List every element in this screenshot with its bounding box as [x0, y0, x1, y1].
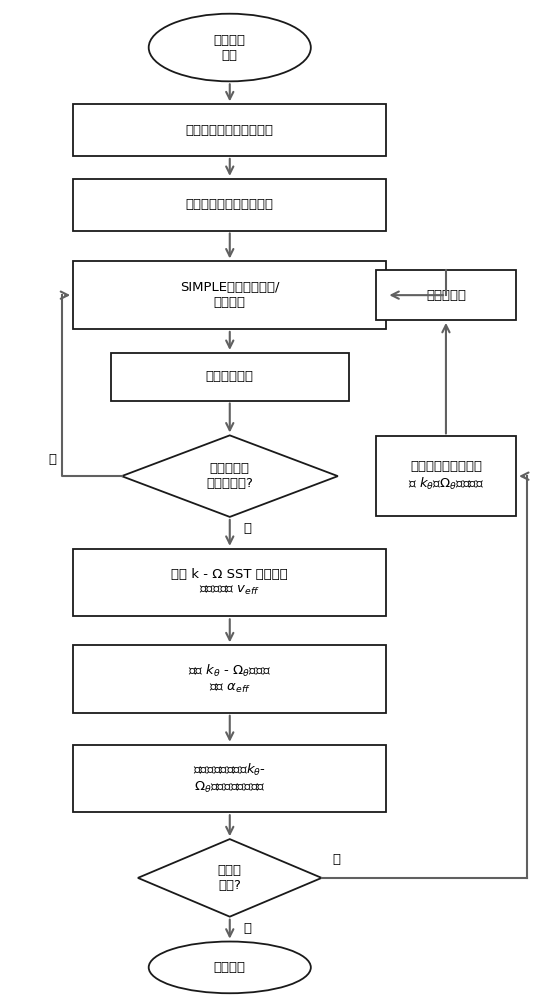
Text: 压力速度耦
合迭代收敛?: 压力速度耦 合迭代收敛? [206, 462, 253, 490]
FancyBboxPatch shape [73, 104, 387, 156]
Text: 对各物理场施加边界条件: 对各物理场施加边界条件 [186, 124, 274, 137]
Polygon shape [122, 435, 338, 517]
Text: 否: 否 [49, 453, 57, 466]
Text: 是: 是 [244, 522, 251, 535]
Text: 外迭代
收敛?: 外迭代 收敛? [218, 864, 242, 892]
FancyBboxPatch shape [73, 261, 387, 329]
FancyBboxPatch shape [111, 353, 349, 401]
Ellipse shape [149, 942, 311, 993]
Text: 建立各物
理场: 建立各物 理场 [214, 34, 246, 62]
Text: 更新热物性，更新$k_{\theta}$-
$\Omega_{\theta}$方程中的可变源项: 更新热物性，更新$k_{\theta}$- $\Omega_{\theta}$方… [193, 762, 266, 795]
FancyBboxPatch shape [376, 436, 516, 516]
Text: 是: 是 [244, 922, 251, 935]
Polygon shape [138, 839, 322, 917]
FancyBboxPatch shape [376, 270, 516, 320]
Text: 时间步加一: 时间步加一 [426, 289, 466, 302]
Text: 对标记的壁面网格更
新 $k_{\theta}$、$\Omega_{\theta}$边界条件: 对标记的壁面网格更 新 $k_{\theta}$、$\Omega_{\theta… [408, 460, 484, 492]
Text: 计算结束: 计算结束 [214, 961, 246, 974]
FancyBboxPatch shape [73, 745, 387, 812]
Text: 求解 $k_{\theta}$ - $\Omega_{\theta}$方程并
更新 $\alpha_{eff}$: 求解 $k_{\theta}$ - $\Omega_{\theta}$方程并 更… [188, 663, 271, 695]
FancyBboxPatch shape [73, 549, 387, 616]
Text: 求解比能方程: 求解比能方程 [206, 370, 254, 383]
Text: 识别并标记所有壁面网格: 识别并标记所有壁面网格 [186, 198, 274, 211]
Ellipse shape [149, 14, 311, 81]
FancyBboxPatch shape [73, 645, 387, 713]
FancyBboxPatch shape [73, 179, 387, 231]
Text: SIMPLE算法求解压力/
速度方程: SIMPLE算法求解压力/ 速度方程 [180, 281, 280, 309]
Text: 否: 否 [333, 853, 341, 866]
Text: 调用 k - Ω SST 湍流模型
求解并更新 $v_{eff}$: 调用 k - Ω SST 湍流模型 求解并更新 $v_{eff}$ [171, 568, 288, 597]
